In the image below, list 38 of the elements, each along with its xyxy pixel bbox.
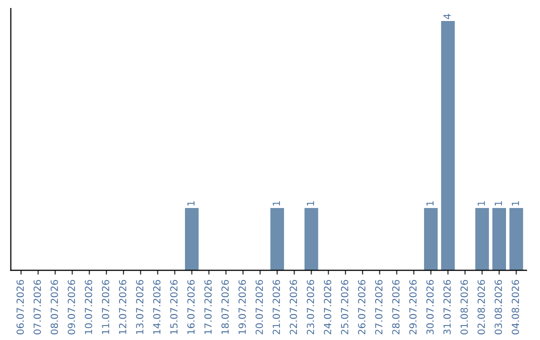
x-tick-label: 03.08.2026 (494, 280, 502, 334)
x-tick-label: 06.07.2026 (16, 280, 24, 334)
data-label: 1 (512, 201, 519, 206)
data-label: 1 (272, 201, 280, 206)
x-tick-label: 15.07.2026 (170, 280, 178, 334)
data-label: 1 (306, 201, 314, 206)
x-tick-label: 09.07.2026 (68, 280, 76, 334)
data-label: 1 (187, 201, 194, 206)
x-tick-label: 01.08.2026 (460, 280, 468, 334)
data-label: 1 (494, 201, 502, 206)
x-tick-label: 28.07.2026 (392, 280, 400, 334)
x-tick-label: 18.07.2026 (221, 280, 229, 334)
data-label: 1 (426, 201, 434, 206)
x-tick-label: 22.07.2026 (290, 280, 298, 334)
x-tick-label: 19.07.2026 (238, 280, 246, 334)
x-tick-label: 04.08.2026 (512, 280, 520, 334)
x-tick-label: 26.07.2026 (358, 280, 366, 334)
x-tick-label: 16.07.2026 (187, 280, 195, 334)
x-tick-label: 02.08.2026 (478, 280, 485, 334)
data-label: 1 (478, 201, 485, 206)
x-tick-label: 11.07.2026 (102, 280, 110, 334)
x-tick-label: 17.07.2026 (204, 280, 212, 334)
x-tick-label: 07.07.2026 (34, 280, 41, 334)
x-tick-label: 24.07.2026 (324, 280, 332, 334)
x-tick-label: 21.07.2026 (272, 280, 280, 334)
x-tick-label: 13.07.2026 (136, 280, 144, 334)
x-tick-label: 30.07.2026 (426, 280, 434, 334)
x-tick-label: 23.07.2026 (306, 280, 314, 334)
x-tick-label: 14.07.2026 (153, 280, 160, 334)
x-tick-label: 31.07.2026 (443, 280, 451, 334)
x-tick-label: 29.07.2026 (409, 280, 417, 334)
x-tick-label: 27.07.2026 (375, 280, 382, 334)
x-tick-label: 20.07.2026 (256, 280, 263, 334)
x-tick-label: 10.07.2026 (84, 280, 92, 334)
x-tick-label: 25.07.2026 (340, 280, 348, 334)
x-tick-label: 12.07.2026 (118, 280, 126, 334)
x-tick-label: 08.07.2026 (50, 280, 58, 334)
data-label: 4 (444, 14, 451, 20)
